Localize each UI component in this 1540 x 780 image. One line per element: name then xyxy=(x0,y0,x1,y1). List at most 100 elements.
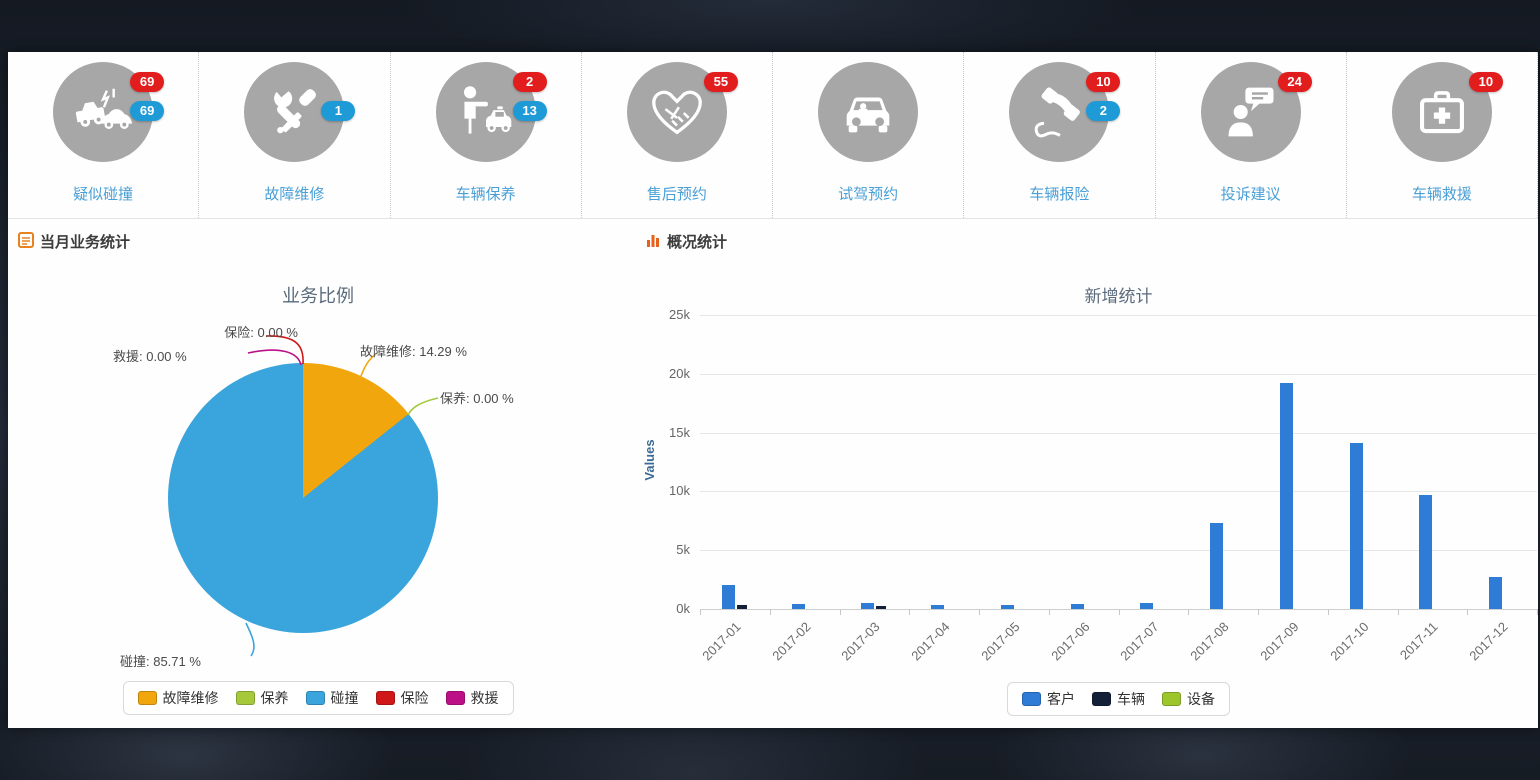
pie-legend: 故障维修 保养 碰撞 保险 救援 xyxy=(122,681,514,715)
quick-action-handshake[interactable]: 55 售后预约 xyxy=(582,52,773,218)
legend-swatch xyxy=(375,691,395,705)
quick-action-first-aid-kit[interactable]: 10 车辆救援 xyxy=(1347,52,1538,218)
legend-label: 客户 xyxy=(1047,691,1075,707)
legend-label: 碰撞 xyxy=(330,690,359,706)
bar-客户-2017-01[interactable] xyxy=(721,585,735,609)
legend-swatch xyxy=(1092,692,1111,706)
y-tick-label: 5k xyxy=(676,542,690,558)
x-tick xyxy=(1258,609,1259,615)
gridline xyxy=(700,373,1537,375)
legend-swatch xyxy=(305,691,325,705)
legend-swatch xyxy=(235,691,255,705)
new-additions-bar-plot: 2017-01 2017-02 2017-03 2017-04 2017-05 2017-… xyxy=(699,315,1538,663)
bar-车辆-2017-01[interactable] xyxy=(736,605,747,609)
quick-action-label: 故障维修 xyxy=(264,186,325,203)
pie-label-insurance: 保险: 0.00 % xyxy=(224,325,298,340)
red-count-badge: 10 xyxy=(1468,72,1503,92)
bar-客户-2017-08[interactable] xyxy=(1210,523,1224,609)
x-tick xyxy=(1118,609,1120,615)
section-header-monthly-business: 当月业务统计 xyxy=(18,231,130,252)
x-tick xyxy=(1327,609,1329,615)
legend-item-保险[interactable]: 保险 xyxy=(375,688,429,708)
blue-count-badge: 2 xyxy=(1086,101,1121,121)
quick-action-label: 车辆报险 xyxy=(1029,186,1090,203)
bar-客户-2017-04[interactable] xyxy=(931,604,945,609)
pie-label-maintenance: 保养: 0.00 % xyxy=(440,391,514,406)
legend-swatch xyxy=(1162,692,1181,706)
quick-action-repair-tools[interactable]: 1 故障维修 xyxy=(199,52,391,218)
bar-chart-title: 新增统计 xyxy=(1084,287,1153,306)
y-tick-label: 15k xyxy=(669,424,690,440)
blue-count-badge: 13 xyxy=(512,101,547,121)
red-count-badge: 10 xyxy=(1086,72,1121,92)
pie-label-repair: 故障维修: 14.29 % xyxy=(360,344,467,359)
x-tick xyxy=(839,609,841,615)
bar-客户-2017-10[interactable] xyxy=(1349,443,1363,609)
bar-客户-2017-06[interactable] xyxy=(1070,603,1084,609)
bar-客户-2017-11[interactable] xyxy=(1419,494,1433,609)
bar-客户-2017-02[interactable] xyxy=(791,604,805,609)
legend-item-客户[interactable]: 客户 xyxy=(1022,689,1075,709)
bar-客户-2017-03[interactable] xyxy=(861,603,875,609)
x-tick xyxy=(1467,609,1469,615)
quick-action-person-speech[interactable]: 24 投诉建议 xyxy=(1156,52,1347,218)
legend-item-设备[interactable]: 设备 xyxy=(1162,689,1215,709)
gridline xyxy=(700,315,1537,316)
legend-item-保养[interactable]: 保养 xyxy=(235,688,289,708)
x-tick xyxy=(1048,609,1050,615)
bar-客户-2017-12[interactable] xyxy=(1489,577,1503,609)
section-title: 当月业务统计 xyxy=(40,234,131,251)
y-tick-label: 25k xyxy=(669,307,690,322)
x-tick xyxy=(909,609,911,615)
quick-action-car-front[interactable]: 试驾预约 xyxy=(773,52,965,218)
red-count-badge: 55 xyxy=(703,72,738,92)
x-tick xyxy=(700,609,701,615)
y-tick-label: 0k xyxy=(676,601,690,616)
blue-count-badge: 69 xyxy=(130,101,165,121)
legend-item-救援[interactable]: 救援 xyxy=(445,688,499,708)
legend-item-碰撞[interactable]: 碰撞 xyxy=(305,688,359,708)
quick-action-person-car[interactable]: 2 13 车辆保养 xyxy=(391,52,582,218)
red-count-badge: 24 xyxy=(1277,72,1312,92)
bar-客户-2017-05[interactable] xyxy=(1000,604,1014,609)
gridline xyxy=(700,491,1537,493)
section-header-overview-stats: 概况统计 xyxy=(645,231,727,252)
x-tick xyxy=(769,609,771,615)
quick-action-car-crash[interactable]: 69 69 疑似碰撞 xyxy=(8,52,200,218)
pie-chart-title: 业务比例 xyxy=(282,286,354,306)
legend-item-车辆[interactable]: 车辆 xyxy=(1092,689,1145,709)
legend-label: 救援 xyxy=(470,690,499,706)
bar-客户-2017-07[interactable] xyxy=(1140,603,1154,609)
quick-actions-row: 69 69 疑似碰撞 1 故障维修 2 13 车辆保养 55 售后预约 试驾预约 10 2 车辆… xyxy=(8,52,1538,219)
quick-action-phone-handset[interactable]: 10 2 车辆报险 xyxy=(964,52,1156,218)
quick-action-label: 售后预约 xyxy=(646,186,707,203)
y-tick-label: 20k xyxy=(669,365,690,381)
x-tick xyxy=(1397,609,1399,615)
business-ratio-pie[interactable] xyxy=(168,363,438,633)
car-front-icon[interactable] xyxy=(818,62,919,162)
pie-label-rescue: 救援: 0.00 % xyxy=(113,349,187,364)
quick-action-label: 试驾预约 xyxy=(838,186,899,203)
legend-item-故障维修[interactable]: 故障维修 xyxy=(137,688,219,708)
bar-车辆-2017-03[interactable] xyxy=(876,606,887,609)
pie-label-collision: 碰撞: 85.71 % xyxy=(120,654,201,669)
quick-action-label: 车辆保养 xyxy=(455,186,516,203)
dashboard-panel: 69 69 疑似碰撞 1 故障维修 2 13 车辆保养 55 售后预约 试驾预约 10 2 车辆… xyxy=(8,52,1538,728)
section-title: 概况统计 xyxy=(667,234,728,251)
legend-swatch xyxy=(445,691,465,705)
legend-label: 保险 xyxy=(400,690,429,706)
calendar-grid-icon xyxy=(18,231,34,252)
quick-action-label: 投诉建议 xyxy=(1220,186,1281,203)
legend-label: 故障维修 xyxy=(162,690,219,706)
x-tick xyxy=(1188,609,1190,615)
y-tick-label: 10k xyxy=(669,483,690,499)
quick-action-label: 疑似碰撞 xyxy=(73,186,134,203)
legend-label: 车辆 xyxy=(1117,691,1145,707)
blue-count-badge: 1 xyxy=(321,101,356,121)
legend-label: 设备 xyxy=(1187,691,1215,707)
bar-legend: 客户 车辆 设备 xyxy=(1007,682,1230,716)
bar-客户-2017-09[interactable] xyxy=(1279,383,1293,609)
red-count-badge: 2 xyxy=(512,72,547,92)
gridline xyxy=(700,432,1537,434)
bar-chart-icon xyxy=(645,232,661,252)
